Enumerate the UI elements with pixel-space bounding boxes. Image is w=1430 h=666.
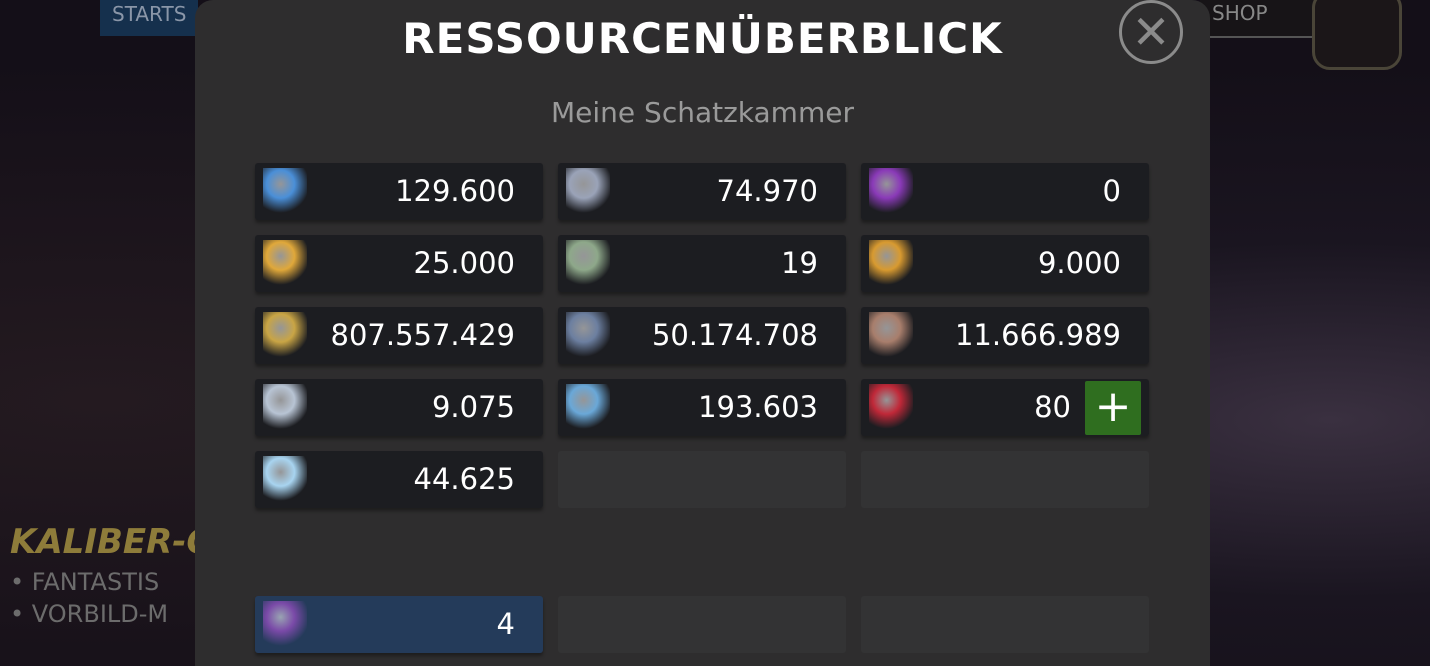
empty-cell [558,596,846,653]
promo-line: • FANTASTIS [10,568,160,596]
golden-crystal-icon [263,240,307,286]
resource-value: 19 [781,246,818,280]
shop-button[interactable]: SHOP [1200,0,1322,38]
resource-value: 80 [1034,390,1071,424]
empty-cell [558,451,846,508]
silver-shield-icon [263,384,307,430]
empty-cell [861,451,1149,508]
resource-cell: 50.174.708 [558,307,846,364]
empty-cell [861,596,1149,653]
resource-cell: 44.625 [255,451,543,508]
resource-cell: 11.666.989 [861,307,1149,364]
purple-ticket-icon [869,168,913,214]
resource-cell: 9.075 [255,379,543,436]
resource-value: 74.970 [716,174,818,208]
close-icon[interactable]: ✕ [1119,0,1183,64]
purple-envelope-icon [263,601,307,647]
gold-nugget-icon [263,312,307,358]
resource-cell: 807.557.429 [255,307,543,364]
resource-value: 9.075 [431,390,515,424]
resource-value: 129.600 [395,174,515,208]
gold-blue-coin-icon [869,240,913,286]
units-icon [263,168,307,214]
resource-cell: 19 [558,235,846,292]
resource-value: 44.625 [413,462,515,496]
bronze-medallion-icon [566,240,610,286]
blue-shield-icon [566,312,610,358]
dialog-subtitle: Meine Schatzkammer [551,96,854,129]
cards-icon [566,168,610,214]
resource-cell: 0 [861,163,1149,220]
resource-cell: 4 [255,596,543,653]
resource-cell: 129.600 [255,163,543,220]
resource-cell: 25.000 [255,235,543,292]
dialog-title: RESSOURCENÜBERBLICK [402,14,1003,63]
red-card-icon [869,384,913,430]
bronze-shield-icon [869,312,913,358]
resource-value: 193.603 [698,390,818,424]
promo-title: KALIBER-G [10,522,215,562]
resource-cell: 74.970 [558,163,846,220]
resource-value: 807.557.429 [330,318,516,352]
diamond-icon [263,456,307,502]
resource-value: 11.666.989 [954,318,1121,352]
profile-badge-icon[interactable] [1312,0,1402,70]
starts-button[interactable]: STARTS [100,0,199,36]
resource-cell: 193.603 [558,379,846,436]
resource-value: 4 [496,607,515,641]
resource-cell: 9.000 [861,235,1149,292]
resource-cell: +80 [861,379,1149,436]
resource-value: 50.174.708 [651,318,818,352]
resource-overview-dialog: RESSOURCENÜBERBLICK ✕ Meine Schatzkammer… [195,0,1210,666]
add-button[interactable]: + [1085,381,1141,435]
promo-line: • VORBILD-M [10,600,169,628]
resource-value: 25.000 [413,246,515,280]
resource-value: 0 [1102,174,1121,208]
resource-value: 9.000 [1037,246,1121,280]
blue-shard-icon [566,384,610,430]
